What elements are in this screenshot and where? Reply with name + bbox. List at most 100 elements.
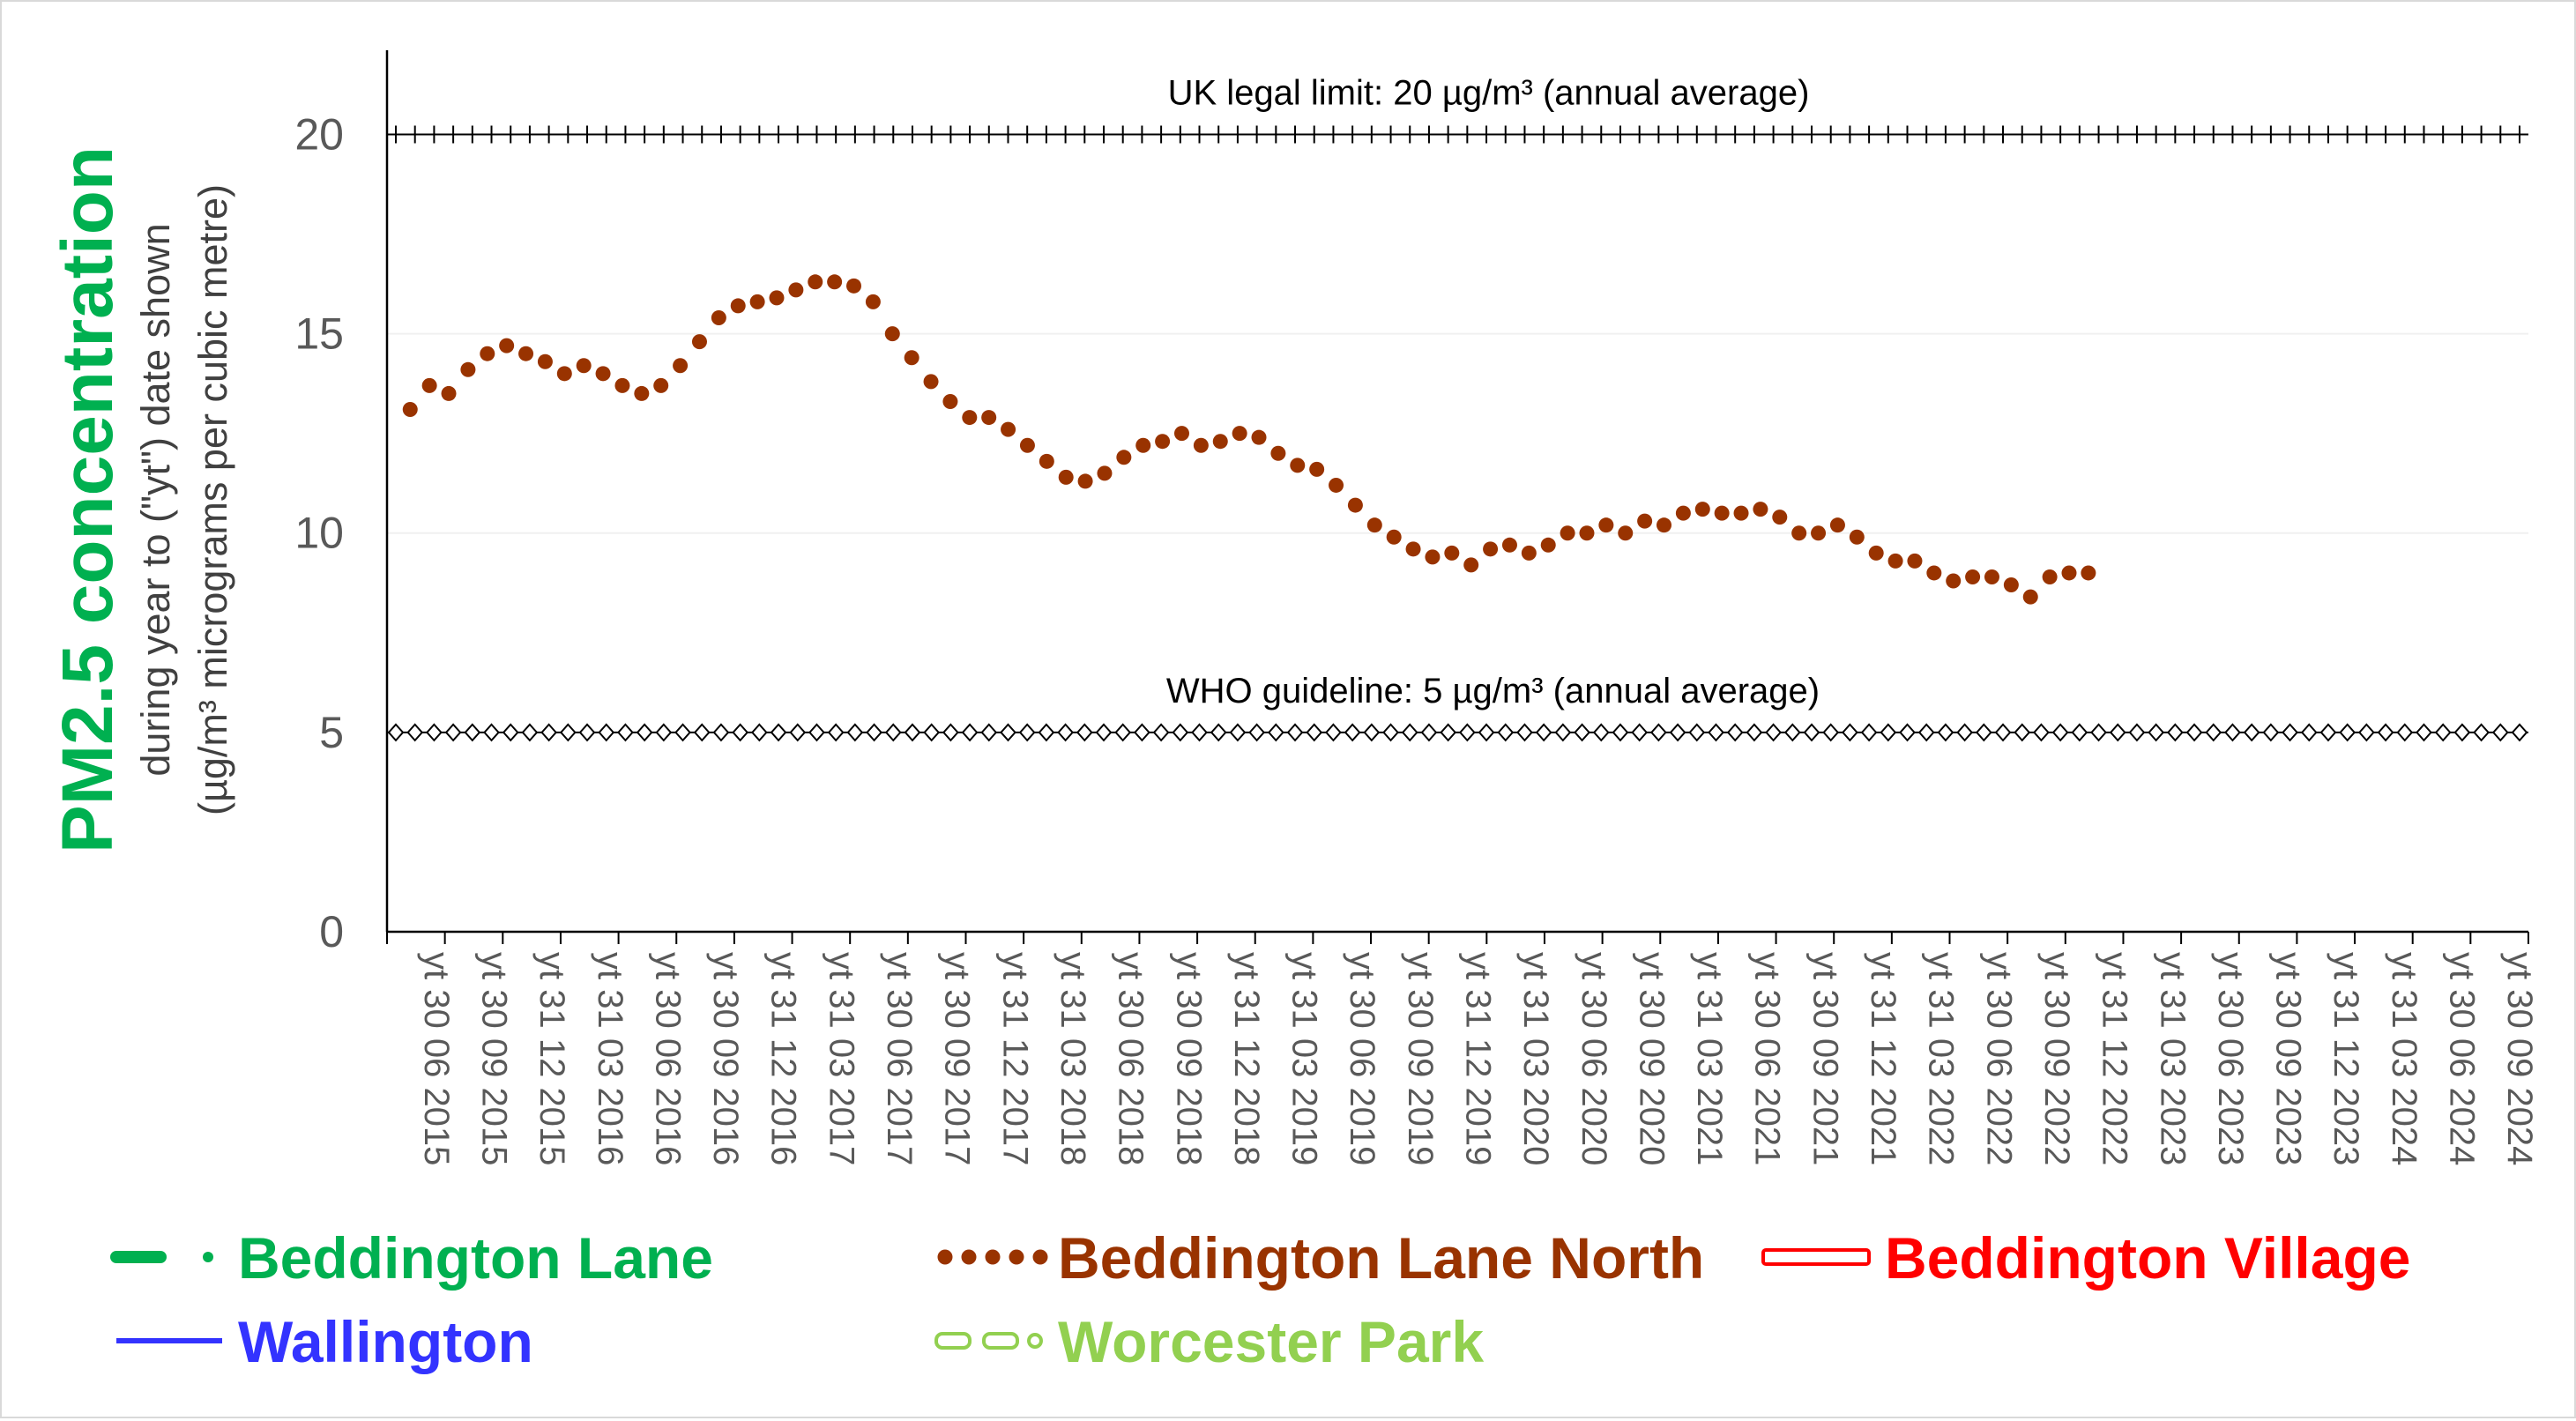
diamond-marker [1248,723,1265,742]
plus-marker [1823,125,1838,144]
data-point [2022,589,2038,605]
legend-label: Beddington Village [1885,1225,2410,1291]
plus-marker [1097,125,1111,144]
plus-marker [1805,125,1819,144]
data-point [402,402,418,418]
data-point [1001,421,1016,437]
diamond-marker [2511,723,2528,742]
diamond-marker [2224,723,2241,742]
plus-marker [1671,125,1686,144]
axes [385,50,2529,944]
plus-marker [2416,125,2431,144]
diamond-marker [1574,723,1590,742]
plus-marker [2245,125,2260,144]
diamond-marker [1516,723,1533,742]
data-point [769,290,785,306]
legend-label: Beddington Lane North [1058,1225,1704,1291]
plus-marker [1498,125,1513,144]
diamond-marker [1937,723,1954,742]
plus-marker [1154,125,1169,144]
y-tick-15: 15 [294,309,344,359]
diamond-marker [1669,723,1686,742]
x-tick-label: yt 30 06 2015 [417,952,456,1165]
plus-marker [1039,125,1053,144]
plus-marker [1173,125,1187,144]
plus-marker [1403,125,1418,144]
diamond-marker [1210,723,1227,742]
data-point [634,385,650,401]
diamond-marker [866,723,882,742]
data-point [441,385,457,401]
plus-marker [2379,125,2394,144]
plus-marker [1996,125,2011,144]
plus-marker [1785,125,1800,144]
plus-marker [675,125,690,144]
x-tick-label: yt 30 09 2021 [1805,952,1844,1165]
data-point [846,278,862,294]
plus-marker [1862,125,1877,144]
diamond-marker [1860,723,1878,742]
plus-marker [580,125,595,144]
x-tick-label: yt 31 03 2021 [1690,952,1729,1165]
data-point [1251,429,1267,445]
diamond-marker [2434,723,2452,742]
diamond-marker [1535,723,1552,742]
x-tick-label: yt 31 03 2017 [822,952,860,1165]
plus-marker [1115,125,1130,144]
data-point [1270,445,1286,461]
plus-marker [541,125,556,144]
legend-label: Beddington Lane [238,1225,713,1291]
data-point [1097,465,1113,481]
plus-marker [1957,125,1972,144]
plus-marker [427,125,442,144]
data-point [962,410,978,426]
diamond-marker [846,723,864,742]
data-point [1521,545,1537,561]
data-point [1077,473,1093,489]
data-point [1694,502,1710,517]
diamond-marker [2033,723,2050,742]
diamond-marker [2491,723,2509,742]
data-point [1887,553,1903,569]
diamond-marker [1842,723,1858,742]
data-point [460,361,476,377]
plus-marker [1077,125,1092,144]
data-point [2061,565,2077,581]
data-point [595,366,611,382]
plus-marker [867,125,882,144]
diamond-marker [1975,723,1992,742]
plus-marker [733,125,748,144]
plus-marker [2493,125,2508,144]
diamond-marker [2185,723,2203,742]
data-point [1290,458,1306,473]
data-point [1116,450,1132,465]
diamond-marker [1018,723,1036,742]
x-tick-label: yt 31 12 2017 [995,952,1034,1165]
x-tick-label: yt 31 12 2022 [2096,952,2134,1165]
diamond-marker [2282,723,2298,742]
legend-swatch-dot [961,1249,977,1265]
diamond-marker [2243,723,2260,742]
legend-item: Beddington Village [1761,1225,2410,1291]
diamond-marker [2090,723,2107,742]
plus-marker [695,125,710,144]
data-point [1579,525,1595,541]
plus-marker [1880,125,1895,144]
data-point [942,393,958,409]
diamond-marker [884,723,902,742]
diamond-marker [674,723,691,742]
x-tick-label: yt 30 09 2017 [938,952,977,1165]
plus-marker [2225,125,2240,144]
plus-marker [924,125,939,144]
diamond-marker [1440,723,1456,742]
data-point [1155,434,1171,450]
diamond-marker [1497,723,1515,742]
diamond-marker [2167,723,2184,742]
diamond-marker [1765,723,1782,742]
legend-swatch [934,1332,972,1350]
plus-marker [981,125,996,144]
data-series [402,274,2096,605]
diamond-marker [2339,723,2356,742]
plus-marker [618,125,633,144]
diamond-marker [1114,723,1132,742]
